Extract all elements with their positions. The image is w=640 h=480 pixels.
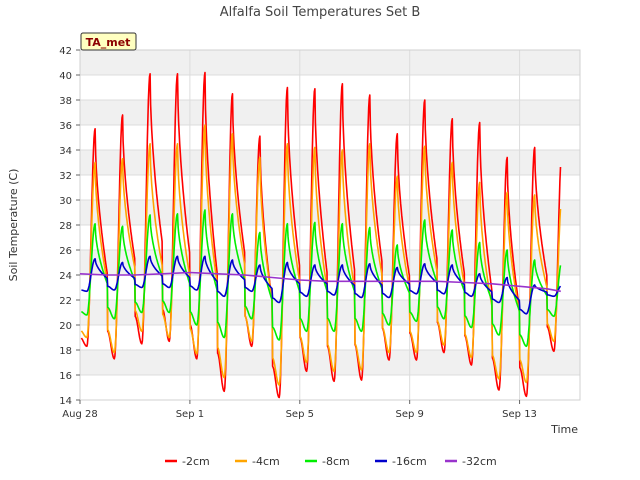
- grid-band: [80, 225, 580, 250]
- x-tick-label: Sep 5: [286, 409, 314, 420]
- y-tick-label: 14: [59, 396, 72, 407]
- y-tick-label: 28: [59, 221, 72, 232]
- series-lines: [79, 71, 562, 399]
- y-tick-label: 40: [59, 71, 72, 82]
- y-tick-label: 20: [59, 321, 72, 332]
- y-tick-label: 18: [59, 346, 72, 357]
- grid-band: [80, 100, 580, 125]
- y-tick-label: 30: [59, 196, 72, 207]
- y-tick-label: 26: [59, 246, 72, 257]
- legend-label: -4cm: [252, 455, 280, 468]
- x-axis-label: Time: [550, 423, 578, 436]
- chart-title: Alfalfa Soil Temperatures Set B: [220, 5, 421, 20]
- series-line-16cm: [81, 255, 562, 315]
- legend-label: -8cm: [322, 455, 350, 468]
- y-tick-label: 38: [59, 96, 72, 107]
- grid-band: [80, 125, 580, 150]
- y-axis-ticks: 14 16 18 20 22 24 26 28 30 32 34 36 38 40 42: [59, 46, 80, 407]
- grid-band: [80, 275, 580, 300]
- series-line-4cm: [80, 124, 562, 386]
- grid-band: [80, 150, 580, 175]
- x-tick-label: Sep 1: [176, 409, 204, 420]
- y-axis-label: Soil Temperature (C): [7, 169, 20, 282]
- legend: -2cm -4cm -8cm -16cm -32cm: [165, 455, 497, 468]
- legend-label: -32cm: [462, 455, 497, 468]
- grid-band: [80, 250, 580, 275]
- y-tick-label: 16: [59, 371, 72, 382]
- series-line-2cm: [80, 71, 562, 399]
- legend-label: -2cm: [182, 455, 210, 468]
- series-line-32cm: [79, 271, 561, 293]
- grid-band: [80, 325, 580, 350]
- annotation-label: TA_met: [86, 36, 131, 49]
- x-tick-label: Sep 13: [502, 409, 537, 420]
- x-tick-label: Sep 9: [395, 409, 423, 420]
- y-tick-label: 36: [59, 121, 72, 132]
- legend-label: -16cm: [392, 455, 427, 468]
- annotation-box: TA_met: [80, 32, 137, 51]
- y-tick-label: 24: [59, 271, 72, 282]
- grid-band: [80, 175, 580, 200]
- grid-band: [80, 75, 580, 100]
- y-tick-label: 34: [59, 146, 72, 157]
- grid-band: [80, 375, 580, 400]
- y-tick-label: 32: [59, 171, 72, 182]
- grid-band: [80, 200, 580, 225]
- x-tick-label: Aug 28: [62, 409, 97, 420]
- y-tick-label: 42: [59, 46, 72, 57]
- plot-background-bands: [80, 50, 580, 400]
- x-axis-ticks: Aug 28 Sep 1 Sep 5 Sep 9 Sep 13: [62, 400, 537, 420]
- y-tick-label: 22: [59, 296, 72, 307]
- grid-band: [80, 50, 580, 75]
